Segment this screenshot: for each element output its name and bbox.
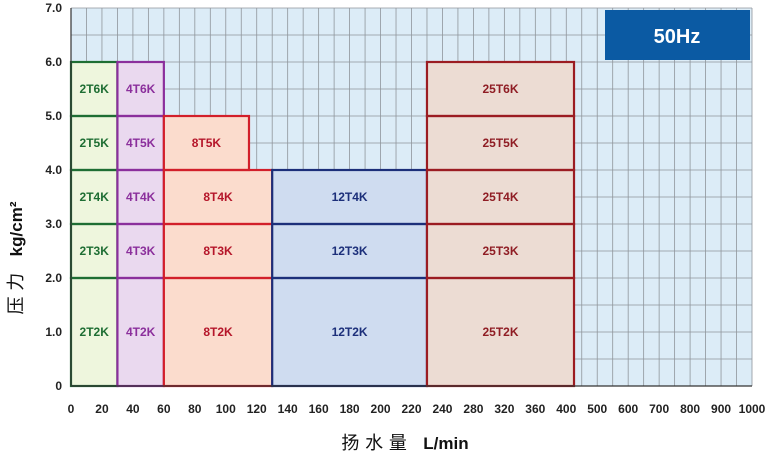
region-label-4T6K: 4T6K bbox=[126, 82, 156, 96]
x-tick-label: 100 bbox=[216, 402, 236, 416]
region-label-2T4K: 2T4K bbox=[80, 190, 110, 204]
x-tick-label: 900 bbox=[711, 402, 731, 416]
region-label-2T2K: 2T2K bbox=[80, 325, 110, 339]
region-fill-25T4K bbox=[426, 170, 575, 224]
plot-frame bbox=[70, 8, 752, 387]
region-fill-25T2K bbox=[426, 278, 575, 386]
region-label-25T4K: 25T4K bbox=[482, 190, 518, 204]
region-border-4T6K bbox=[116, 60, 165, 118]
region-fill-8T4K bbox=[163, 170, 273, 224]
y-tick-label: 6.0 bbox=[45, 55, 62, 69]
x-tick-label: 80 bbox=[188, 402, 202, 416]
region-fill-4T2K bbox=[117, 278, 164, 386]
x-tick-label: 1000 bbox=[739, 402, 766, 416]
badge-box bbox=[605, 10, 750, 60]
region-fill-2T6K bbox=[71, 62, 118, 116]
group-2T: 2T2K 2T3K 2T4K 2T5K 2T6K bbox=[69, 60, 119, 388]
y-tick-label: 2.0 bbox=[45, 271, 62, 285]
y-tick-label: 3.0 bbox=[45, 217, 62, 231]
y-axis-title-unit: kg/cm² bbox=[7, 201, 26, 256]
x-tick-label: 140 bbox=[278, 402, 298, 416]
y-tick-label: 1.0 bbox=[45, 325, 62, 339]
x-tick-label: 0 bbox=[68, 402, 75, 416]
x-tick-label: 600 bbox=[618, 402, 638, 416]
region-fill-2T2K bbox=[71, 278, 118, 386]
x-tick-label: 20 bbox=[95, 402, 109, 416]
region-fill-25T5K bbox=[426, 116, 575, 170]
group-25T: 25T2K 25T3K 25T4K 25T5K 25T6K bbox=[425, 60, 576, 388]
x-tick-label: 120 bbox=[247, 402, 267, 416]
region-fill-2T5K bbox=[71, 116, 118, 170]
region-label-8T3K: 8T3K bbox=[203, 244, 233, 258]
x-tick-label: 160 bbox=[309, 402, 329, 416]
x-axis-title-cn: 扬 水 量 bbox=[341, 433, 406, 454]
region-border-25T6K bbox=[425, 60, 576, 118]
region-label-25T6K: 25T6K bbox=[482, 82, 518, 96]
y-tick-label: 4.0 bbox=[45, 163, 62, 177]
region-label-8T2K: 8T2K bbox=[203, 325, 233, 339]
x-tick-label: 220 bbox=[401, 402, 421, 416]
x-tick-label: 700 bbox=[649, 402, 669, 416]
x-tick-label: 280 bbox=[463, 402, 483, 416]
x-tick-label: 500 bbox=[587, 402, 607, 416]
model-regions: 2T2K 2T3K 2T4K 2T5K 2T6K 4T2K 4T3K 4T4K 4T5K 4T6K… bbox=[69, 60, 576, 388]
x-tick-label: 400 bbox=[556, 402, 576, 416]
region-label-8T5K: 8T5K bbox=[192, 136, 222, 150]
region-label-12T2K: 12T2K bbox=[332, 325, 368, 339]
group-4T: 4T2K 4T3K 4T4K 4T5K 4T6K bbox=[116, 60, 165, 388]
region-fill-4T6K bbox=[117, 62, 164, 116]
svg-text:压 力 kg/cm²: 压 力 kg/cm² bbox=[6, 201, 27, 314]
region-label-25T3K: 25T3K bbox=[482, 244, 518, 258]
region-label-12T4K: 12T4K bbox=[332, 190, 368, 204]
region-fill-12T2K bbox=[272, 278, 427, 386]
region-label-2T6K: 2T6K bbox=[80, 82, 110, 96]
y-tick-label: 5.0 bbox=[45, 109, 62, 123]
region-label-4T4K: 4T4K bbox=[126, 190, 156, 204]
y-tick-label: 7.0 bbox=[45, 1, 62, 15]
x-tick-label: 320 bbox=[494, 402, 514, 416]
region-label-25T2K: 25T2K bbox=[482, 325, 518, 339]
badge: 50Hz bbox=[605, 10, 750, 60]
region-fill-8T5K bbox=[163, 116, 249, 170]
y-tick-label: 0 bbox=[55, 379, 62, 393]
region-label-2T5K: 2T5K bbox=[80, 136, 110, 150]
region-label-4T3K: 4T3K bbox=[126, 244, 156, 258]
region-label-12T3K: 12T3K bbox=[332, 244, 368, 258]
region-label-2T3K: 2T3K bbox=[80, 244, 110, 258]
region-border-8T5K bbox=[162, 114, 251, 172]
region-label-4T5K: 4T5K bbox=[126, 136, 156, 150]
x-tick-label: 40 bbox=[126, 402, 140, 416]
region-label-25T5K: 25T5K bbox=[482, 136, 518, 150]
region-fill-8T3K bbox=[163, 224, 273, 278]
badge-label: 50Hz bbox=[654, 26, 701, 48]
x-axis-title: 扬 水 量 L/min bbox=[341, 433, 468, 454]
group-8T: 8T2K 8T3K 8T4K 8T5K bbox=[162, 114, 274, 388]
region-fill-2T3K bbox=[71, 224, 118, 278]
region-fill-12T3K bbox=[272, 224, 427, 278]
region-fill-12T4K bbox=[272, 170, 427, 224]
y-axis-title-cn: 压 力 bbox=[6, 273, 27, 315]
region-label-4T2K: 4T2K bbox=[126, 325, 156, 339]
region-fill-2T4K bbox=[71, 170, 118, 224]
y-axis-title: 压 力 kg/cm² bbox=[6, 201, 27, 314]
x-axis-title-unit: L/min bbox=[423, 434, 468, 453]
region-fill-8T2K bbox=[163, 278, 273, 386]
x-tick-label: 200 bbox=[371, 402, 391, 416]
region-fill-4T4K bbox=[117, 170, 164, 224]
region-fill-25T6K bbox=[426, 62, 575, 116]
x-tick-label: 360 bbox=[525, 402, 545, 416]
x-axis-tick-labels: 0 20 40 60 80 100 120 140 160 180 200 220 240 280 320 3… bbox=[68, 402, 766, 416]
region-label-8T4K: 8T4K bbox=[203, 190, 233, 204]
x-tick-label: 60 bbox=[157, 402, 171, 416]
region-fill-4T3K bbox=[117, 224, 164, 278]
x-tick-label: 800 bbox=[680, 402, 700, 416]
svg-text:扬 水 量 L/min: 扬 水 量 L/min bbox=[341, 433, 468, 454]
region-fill-4T5K bbox=[117, 116, 164, 170]
y-axis-tick-labels: 0 1.0 2.0 3.0 4.0 5.0 6.0 7.0 bbox=[45, 1, 62, 393]
region-fill-25T3K bbox=[426, 224, 575, 278]
group-12T: 12T2K 12T3K 12T4K bbox=[271, 168, 429, 388]
x-tick-label: 240 bbox=[432, 402, 452, 416]
x-tick-label: 180 bbox=[340, 402, 360, 416]
